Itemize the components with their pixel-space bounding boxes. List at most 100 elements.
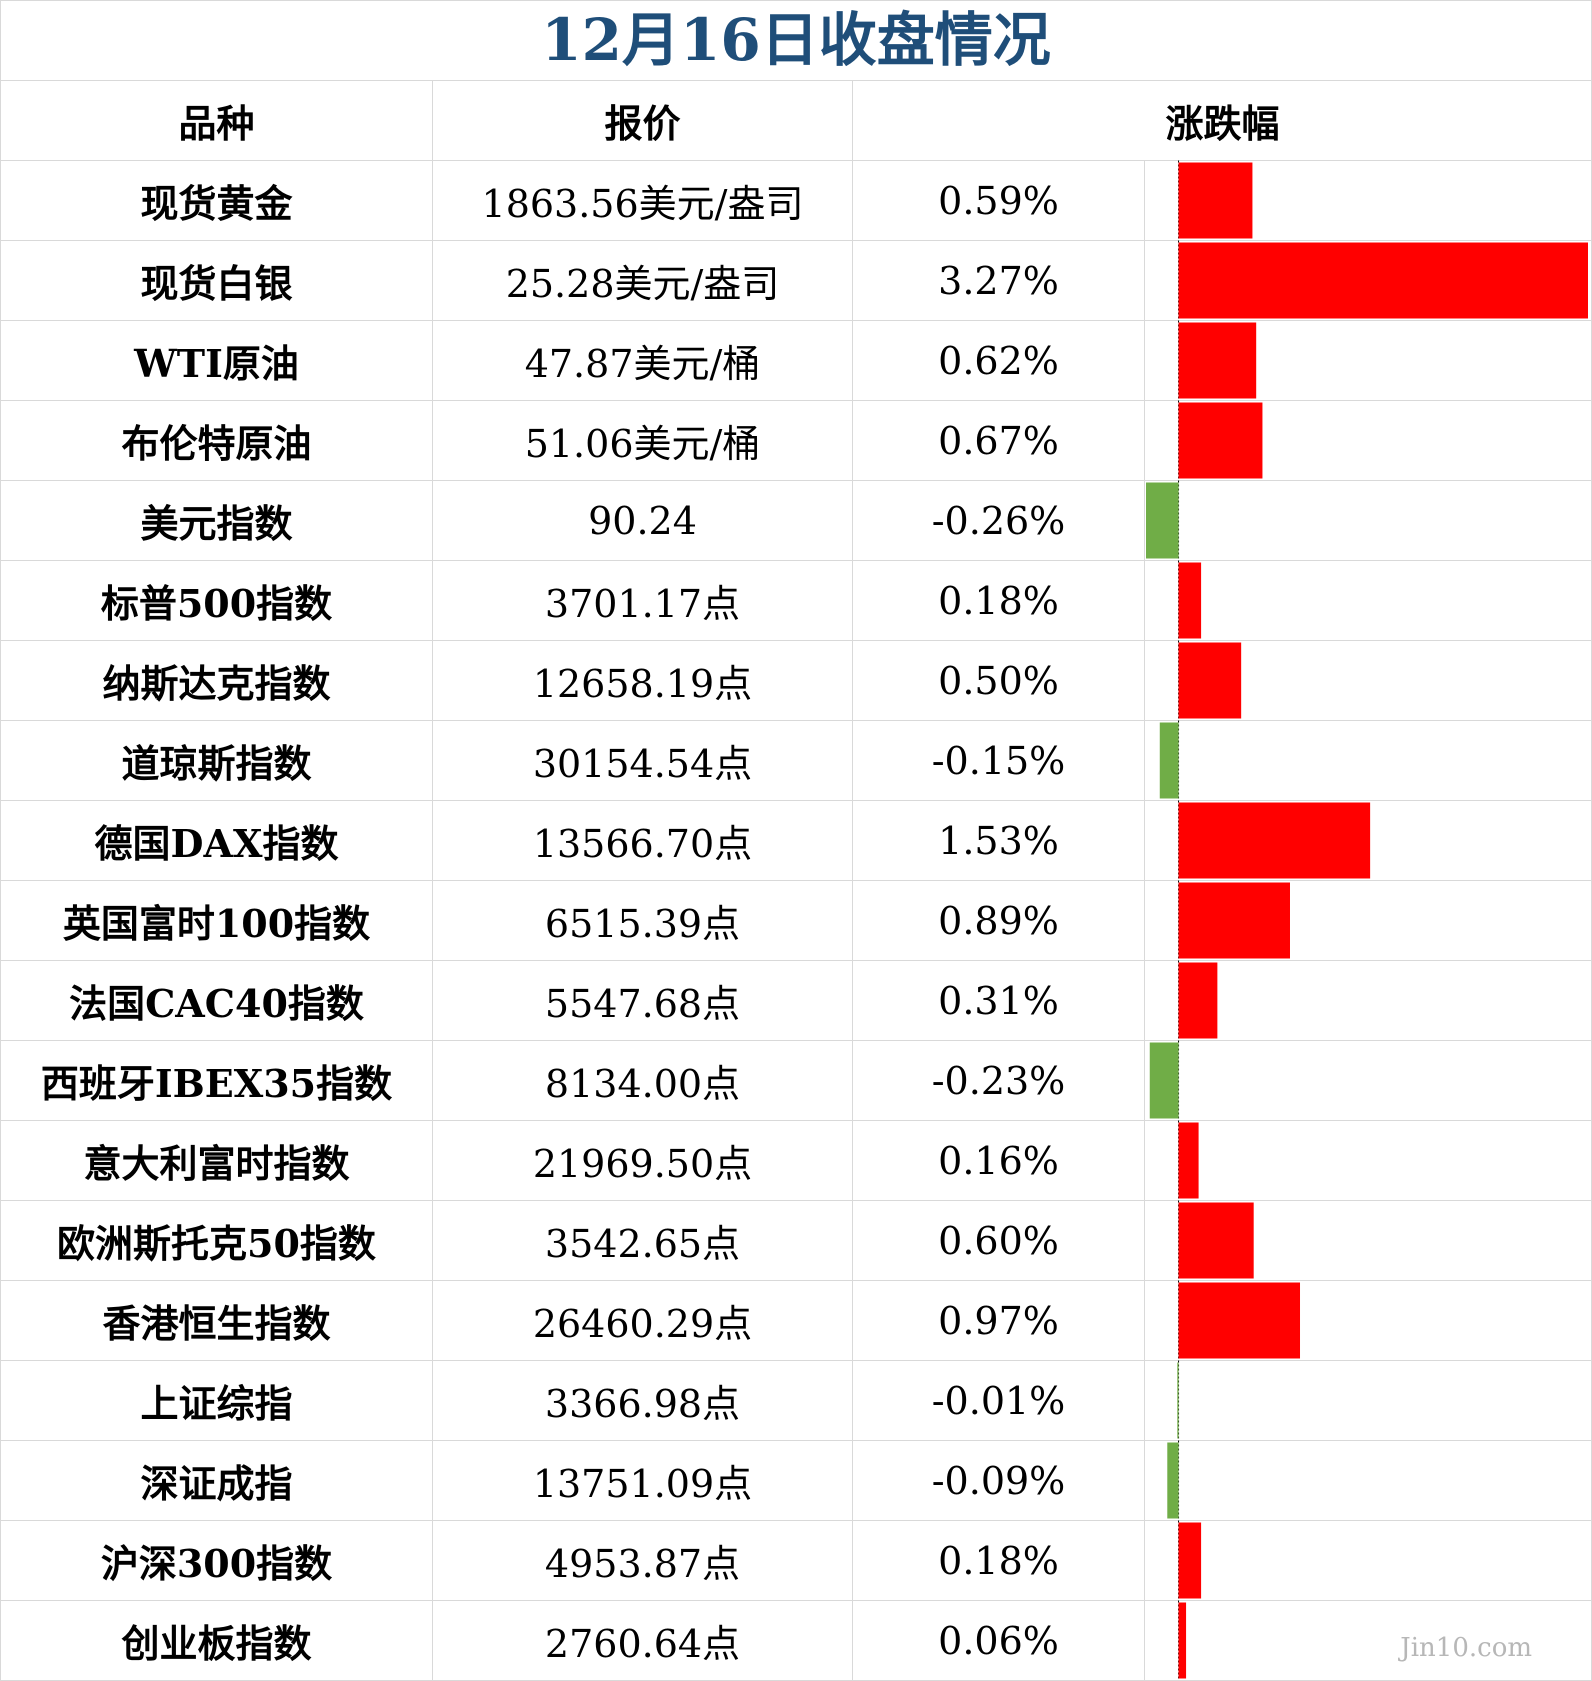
table-row: 英国富时100指数 6515.39点 0.89% — [0, 880, 1592, 961]
instrument-price: 3701.17点 — [432, 560, 853, 641]
table-row: 布伦特原油 51.06美元/桶 0.67% — [0, 400, 1592, 481]
instrument-name: 上证综指 — [0, 1360, 433, 1441]
instrument-name: 道琼斯指数 — [0, 720, 433, 801]
instrument-name: 香港恒生指数 — [0, 1280, 433, 1361]
instrument-price: 1863.56美元/盎司 — [432, 160, 853, 241]
table-row: 法国CAC40指数 5547.68点 0.31% — [0, 960, 1592, 1041]
instrument-name: 现货黄金 — [0, 160, 433, 241]
bar-cell — [1143, 240, 1592, 321]
bar-cell — [1143, 480, 1592, 561]
instrument-name: 欧洲斯托克50指数 — [0, 1200, 433, 1281]
bar-cell — [1143, 960, 1592, 1041]
instrument-price: 90.24 — [432, 480, 853, 561]
bar-cell — [1143, 560, 1592, 641]
change-percent-label: -0.26% — [852, 480, 1145, 561]
bar-cell — [1143, 880, 1592, 961]
table-row: 意大利富时指数 21969.50点 0.16% — [0, 1120, 1592, 1201]
change-percent-label: -0.09% — [852, 1440, 1145, 1521]
instrument-price: 3366.98点 — [432, 1360, 853, 1441]
instrument-name: 标普500指数 — [0, 560, 433, 641]
bar-cell — [1143, 1280, 1592, 1361]
change-percent-label: 0.06% — [852, 1600, 1145, 1681]
header-name: 品种 — [0, 80, 433, 161]
instrument-price: 2760.64点 — [432, 1600, 853, 1681]
bar-cell — [1143, 720, 1592, 801]
table-row: 现货黄金 1863.56美元/盎司 0.59% — [0, 160, 1592, 241]
table-row: 道琼斯指数 30154.54点 -0.15% — [0, 720, 1592, 801]
change-percent-label: 0.31% — [852, 960, 1145, 1041]
table-row: 标普500指数 3701.17点 0.18% — [0, 560, 1592, 641]
quote-table: 品种 报价 涨跌幅 现货黄金 1863.56美元/盎司 0.59% 现货白银 25.28… — [0, 80, 1592, 1681]
instrument-name: 现货白银 — [0, 240, 433, 321]
instrument-name: 西班牙IBEX35指数 — [0, 1040, 433, 1121]
table-row: 沪深300指数 4953.87点 0.18% — [0, 1520, 1592, 1601]
change-percent-label: 0.59% — [852, 160, 1145, 241]
bar-cell — [1143, 800, 1592, 881]
bar-cell — [1143, 400, 1592, 481]
instrument-name: 纳斯达克指数 — [0, 640, 433, 721]
table-row: 德国DAX指数 13566.70点 1.53% — [0, 800, 1592, 881]
instrument-price: 21969.50点 — [432, 1120, 853, 1201]
bar-cell — [1143, 1120, 1592, 1201]
bar-cell — [1143, 320, 1592, 401]
change-percent-label: 0.89% — [852, 880, 1145, 961]
change-percent-label: 1.53% — [852, 800, 1145, 881]
change-percent-label: -0.23% — [852, 1040, 1145, 1121]
change-percent-label: -0.15% — [852, 720, 1145, 801]
instrument-price: 51.06美元/桶 — [432, 400, 853, 481]
change-percent-label: 0.50% — [852, 640, 1145, 721]
bar-cell — [1143, 160, 1592, 241]
instrument-price: 8134.00点 — [432, 1040, 853, 1121]
bar-cell — [1143, 1440, 1592, 1521]
instrument-price: 13566.70点 — [432, 800, 853, 881]
change-percent-label: -0.01% — [852, 1360, 1145, 1441]
instrument-price: 6515.39点 — [432, 880, 853, 961]
instrument-price: 13751.09点 — [432, 1440, 853, 1521]
instrument-price: 26460.29点 — [432, 1280, 853, 1361]
instrument-name: 深证成指 — [0, 1440, 433, 1521]
table-row: 香港恒生指数 26460.29点 0.97% — [0, 1280, 1592, 1361]
instrument-price: 25.28美元/盎司 — [432, 240, 853, 321]
instrument-price: 12658.19点 — [432, 640, 853, 721]
bar-cell — [1143, 1520, 1592, 1601]
table-row: 现货白银 25.28美元/盎司 3.27% — [0, 240, 1592, 321]
table-row: 西班牙IBEX35指数 8134.00点 -0.23% — [0, 1040, 1592, 1121]
bar-cell — [1143, 1600, 1592, 1681]
table-row: WTI原油 47.87美元/桶 0.62% — [0, 320, 1592, 401]
change-percent-label: 0.62% — [852, 320, 1145, 401]
header-row: 品种 报价 涨跌幅 — [0, 80, 1592, 161]
instrument-price: 5547.68点 — [432, 960, 853, 1041]
change-percent-label: 0.60% — [852, 1200, 1145, 1281]
instrument-name: 德国DAX指数 — [0, 800, 433, 881]
header-price: 报价 — [432, 80, 853, 161]
instrument-price: 4953.87点 — [432, 1520, 853, 1601]
instrument-name: 英国富时100指数 — [0, 880, 433, 961]
change-percent-label: 3.27% — [852, 240, 1145, 321]
instrument-name: 意大利富时指数 — [0, 1120, 433, 1201]
change-percent-label: 0.18% — [852, 560, 1145, 641]
table-row: 创业板指数 2760.64点 0.06% — [0, 1600, 1592, 1681]
header-change: 涨跌幅 — [851, 80, 1592, 161]
change-percent-label: 0.16% — [852, 1120, 1145, 1201]
bar-cell — [1143, 1040, 1592, 1121]
instrument-price: 3542.65点 — [432, 1200, 853, 1281]
instrument-price: 30154.54点 — [432, 720, 853, 801]
chart-title: 12月16日收盘情况 — [541, 6, 1051, 74]
table-row: 美元指数 90.24 -0.26% — [0, 480, 1592, 561]
instrument-name: 创业板指数 — [0, 1600, 433, 1681]
change-percent-label: 0.97% — [852, 1280, 1145, 1361]
change-percent-label: 0.18% — [852, 1520, 1145, 1601]
table-row: 纳斯达克指数 12658.19点 0.50% — [0, 640, 1592, 721]
instrument-name: 法国CAC40指数 — [0, 960, 433, 1041]
instrument-price: 47.87美元/桶 — [432, 320, 853, 401]
bar-cell — [1143, 1360, 1592, 1441]
watermark: Jin10.com — [1400, 1633, 1532, 1663]
table-row: 欧洲斯托克50指数 3542.65点 0.60% — [0, 1200, 1592, 1281]
table-row: 深证成指 13751.09点 -0.09% — [0, 1440, 1592, 1521]
table-row: 上证综指 3366.98点 -0.01% — [0, 1360, 1592, 1441]
bar-cell — [1143, 1200, 1592, 1281]
bar-cell — [1143, 640, 1592, 721]
instrument-name: 沪深300指数 — [0, 1520, 433, 1601]
instrument-name: 美元指数 — [0, 480, 433, 561]
